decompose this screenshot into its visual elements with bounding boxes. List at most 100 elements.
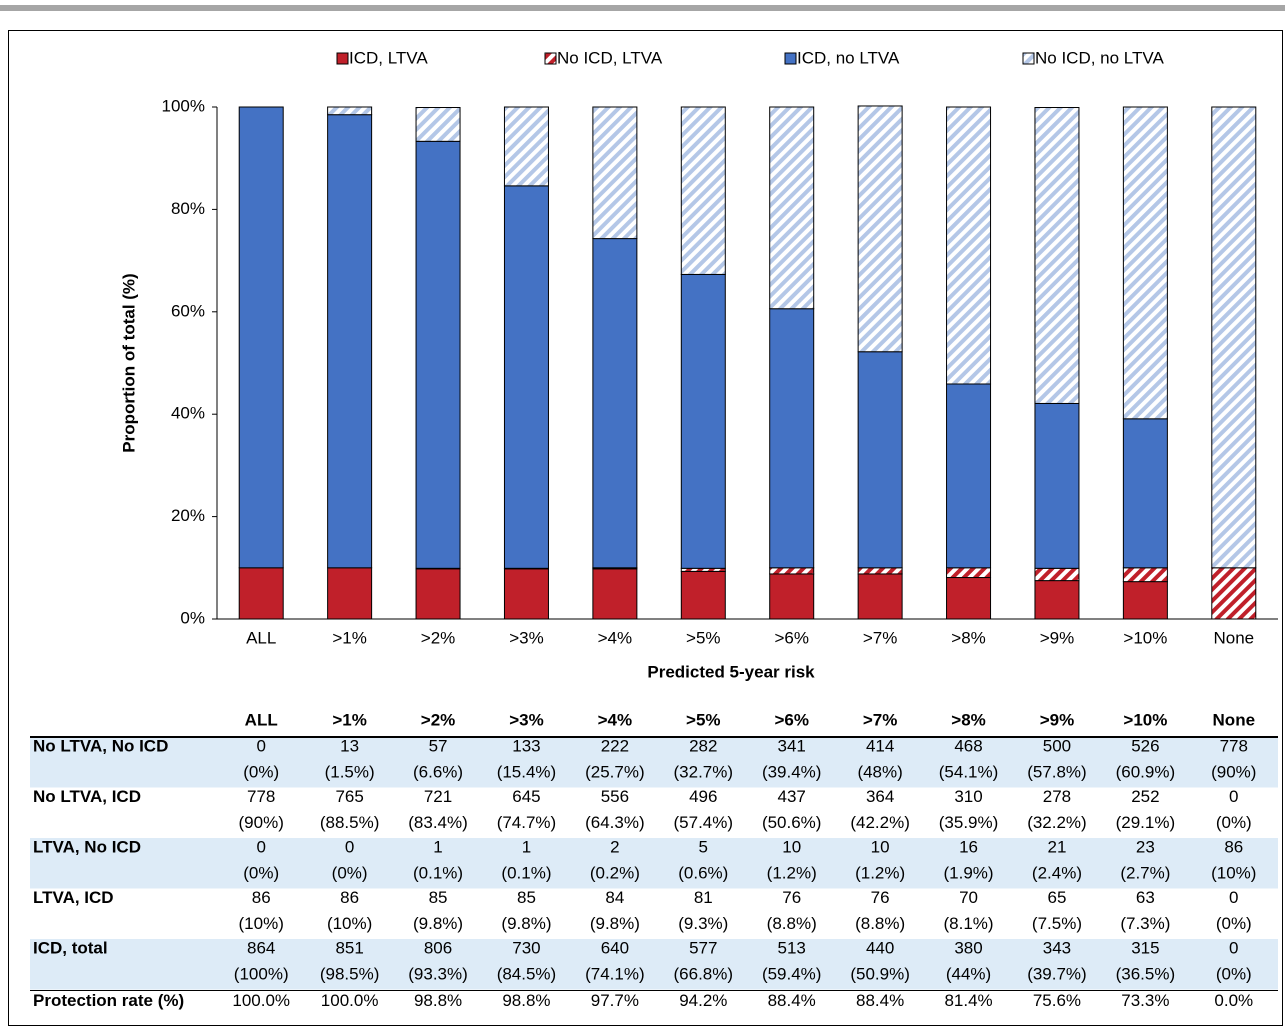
cell-percent: (8.8%): [767, 914, 817, 933]
bar-segment: [592, 568, 638, 620]
table-header: >7%: [863, 710, 898, 729]
x-tick-label: >7%: [863, 628, 898, 647]
cell-count: 577: [689, 938, 717, 957]
cell-count: 63: [1136, 888, 1155, 907]
cell-percent: (0%): [1216, 964, 1252, 983]
table-header: >10%: [1123, 710, 1167, 729]
x-tick-label: >9%: [1040, 628, 1075, 647]
bar-segment: [1034, 107, 1080, 404]
cell-count: 437: [778, 787, 806, 806]
bar-segment: [1211, 567, 1257, 620]
cell-count: 86: [340, 888, 359, 907]
x-tick-label: >3%: [509, 628, 544, 647]
table-header: >8%: [951, 710, 986, 729]
cell-percent: (25.7%): [585, 762, 645, 781]
x-tick-label: >2%: [421, 628, 456, 647]
cell-percent: (100%): [234, 964, 289, 983]
legend-label: No ICD, LTVA: [557, 48, 663, 67]
cell-count: 0: [1229, 888, 1238, 907]
cell-count: 0: [345, 837, 354, 856]
legend-label: ICD, no LTVA: [797, 48, 900, 67]
cell-count: 806: [424, 938, 452, 957]
cell-count: 85: [517, 888, 536, 907]
cell-percent: (90%): [1211, 762, 1256, 781]
cell-rate: 100.0%: [321, 991, 379, 1010]
cell-count: 778: [247, 787, 275, 806]
x-tick-label: >10%: [1123, 628, 1167, 647]
x-tick-label: ALL: [246, 628, 276, 647]
cell-count: 21: [1047, 837, 1066, 856]
cell-percent: (74.1%): [585, 964, 645, 983]
cell-count: 526: [1131, 736, 1159, 755]
bar-segment: [1122, 581, 1168, 620]
x-tick-label: >8%: [951, 628, 986, 647]
cell-percent: (1.2%): [855, 863, 905, 882]
row-label: LTVA, ICD: [33, 888, 114, 907]
cell-percent: (84.5%): [497, 964, 557, 983]
y-tick-label: 80%: [171, 199, 205, 218]
bar-segment: [238, 567, 284, 620]
cell-count: 252: [1131, 787, 1159, 806]
bar-segment: [415, 568, 461, 620]
y-axis-title: Proportion of total (%): [119, 273, 138, 452]
table-header: >1%: [332, 710, 367, 729]
cell-percent: (0.2%): [590, 863, 640, 882]
legend-swatch: [784, 52, 797, 65]
cell-rate: 98.8%: [414, 991, 462, 1010]
cell-count: 0: [256, 837, 265, 856]
cell-percent: (64.3%): [585, 813, 645, 832]
cell-percent: (0%): [1216, 914, 1252, 933]
cell-percent: (29.1%): [1116, 813, 1176, 832]
bar-segment: [238, 106, 284, 569]
legend-label: ICD, LTVA: [349, 48, 428, 67]
cell-count: 278: [1043, 787, 1071, 806]
row-label: LTVA, No ICD: [33, 837, 141, 856]
cell-percent: (39.7%): [1027, 964, 1087, 983]
row-bg: [30, 939, 1278, 990]
cell-percent: (1.2%): [767, 863, 817, 882]
table-header: ALL: [245, 710, 278, 729]
cell-percent: (7.5%): [1032, 914, 1082, 933]
cell-count: 13: [340, 736, 359, 755]
cell-count: 778: [1220, 736, 1248, 755]
row-bg: [30, 737, 1278, 788]
row-label: ICD, total: [33, 938, 108, 957]
cell-percent: (10%): [1211, 863, 1256, 882]
cell-count: 0: [1229, 938, 1238, 957]
top-bar: [0, 5, 1285, 11]
y-tick-label: 20%: [171, 506, 205, 525]
cell-percent: (74.7%): [497, 813, 557, 832]
cell-percent: (8.8%): [855, 914, 905, 933]
cell-percent: (1.5%): [325, 762, 375, 781]
cell-rate: 75.6%: [1033, 991, 1081, 1010]
cell-count: 513: [778, 938, 806, 957]
cell-count: 851: [335, 938, 363, 957]
cell-percent: (0%): [332, 863, 368, 882]
cell-count: 864: [247, 938, 275, 957]
x-tick-label: >1%: [332, 628, 367, 647]
bar-segment: [857, 351, 903, 569]
cell-rate: 88.4%: [768, 991, 816, 1010]
x-tick-label: >4%: [598, 628, 633, 647]
y-tick-label: 100%: [162, 96, 205, 115]
cell-count: 70: [959, 888, 978, 907]
cell-count: 133: [512, 736, 540, 755]
cell-count: 440: [866, 938, 894, 957]
cell-count: 500: [1043, 736, 1071, 755]
cell-count: 85: [429, 888, 448, 907]
legend-swatch: [544, 52, 557, 65]
cell-count: 23: [1136, 837, 1155, 856]
cell-count: 76: [871, 888, 890, 907]
table-header: >9%: [1040, 710, 1075, 729]
cell-count: 1: [433, 837, 442, 856]
cell-count: 5: [699, 837, 708, 856]
cell-count: 315: [1131, 938, 1159, 957]
row-bg: [30, 838, 1278, 889]
cell-rate: 94.2%: [679, 991, 727, 1010]
bar-segment: [592, 238, 638, 569]
bar-segment: [857, 105, 903, 353]
bar-segment: [769, 308, 815, 569]
frame: [8, 30, 1283, 1026]
cell-percent: (9.8%): [413, 914, 463, 933]
cell-percent: (98.5%): [320, 964, 380, 983]
